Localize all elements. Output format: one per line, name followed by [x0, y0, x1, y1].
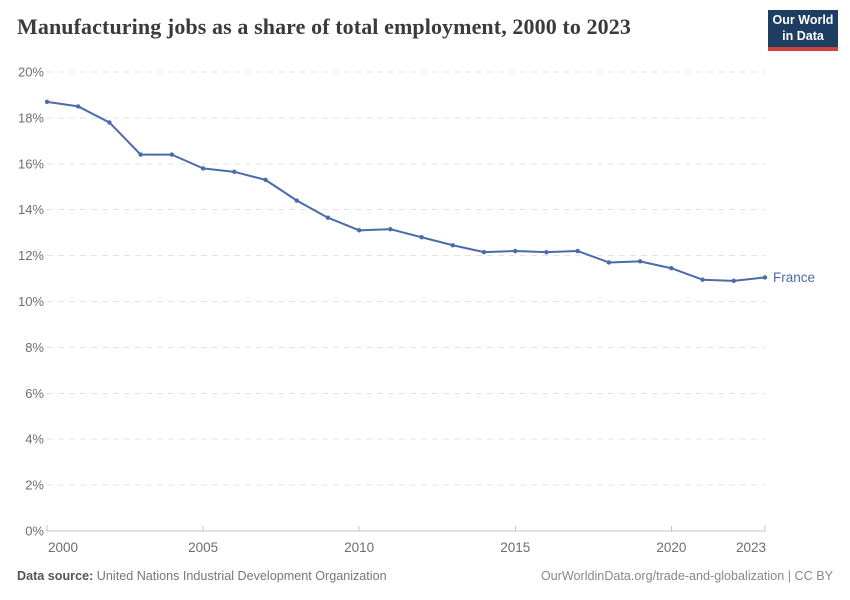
y-tick-label: 6% [25, 386, 44, 401]
x-tick-label: 2023 [736, 540, 766, 555]
data-point [232, 169, 237, 175]
datasource-value: United Nations Industrial Development Or… [93, 569, 387, 583]
data-point [419, 235, 424, 240]
data-point [76, 104, 81, 109]
x-tick-label: 2000 [48, 540, 78, 555]
data-point [356, 228, 362, 233]
series-label: France [773, 270, 815, 285]
x-tick-label: 2010 [344, 540, 374, 555]
x-tick-label: 2005 [188, 540, 218, 555]
data-point [263, 177, 268, 183]
data-point [731, 278, 736, 284]
gridlines [47, 71, 765, 486]
y-tick-label: 12% [18, 248, 44, 263]
y-axis-labels: 0% 2% 4% 6% 8% 10% 12% 14% 16% 18% 20% [18, 65, 44, 539]
page-title: Manufacturing jobs as a share of total e… [17, 14, 631, 39]
y-tick-label: 20% [18, 65, 44, 80]
y-tick-label: 18% [18, 110, 44, 125]
data-point [294, 198, 299, 203]
datasource-text: Data source: United Nations Industrial D… [17, 569, 387, 584]
data-point [450, 243, 456, 248]
data-point [700, 277, 705, 282]
data-point [169, 152, 175, 157]
x-tick-label: 2020 [656, 540, 686, 555]
data-point [606, 260, 612, 265]
series-france: France [44, 99, 815, 285]
data-point [637, 259, 643, 264]
data-point [325, 215, 331, 220]
y-tick-label: 2% [25, 478, 44, 493]
data-point [107, 120, 112, 125]
y-tick-label: 8% [25, 340, 44, 355]
y-tick-label: 14% [18, 202, 44, 217]
y-tick-label: 0% [25, 524, 44, 539]
y-tick-label: 16% [18, 156, 44, 171]
data-point [513, 248, 518, 254]
owid-logo[interactable]: Our World in Data [768, 10, 838, 51]
data-point [200, 166, 206, 171]
owid-logo-line1: Our World [772, 13, 834, 28]
x-tick-label: 2015 [500, 540, 530, 555]
data-point [44, 99, 50, 105]
credit-link[interactable]: OurWorldinData.org/trade-and-globalizati… [540, 569, 833, 583]
data-point [138, 152, 143, 157]
datasource-label: Data source: [17, 569, 94, 583]
data-point [481, 249, 487, 255]
data-point [575, 248, 580, 254]
data-point [762, 275, 768, 280]
owid-logo-line2: in Data [782, 28, 824, 43]
x-axis-labels: 2000 2005 2010 2015 2020 2023 [46, 525, 766, 555]
data-line [46, 100, 766, 282]
y-tick-label: 10% [18, 294, 44, 309]
data-point [388, 227, 393, 232]
data-point [544, 249, 549, 255]
data-point [669, 266, 674, 271]
y-tick-label: 4% [25, 432, 44, 447]
